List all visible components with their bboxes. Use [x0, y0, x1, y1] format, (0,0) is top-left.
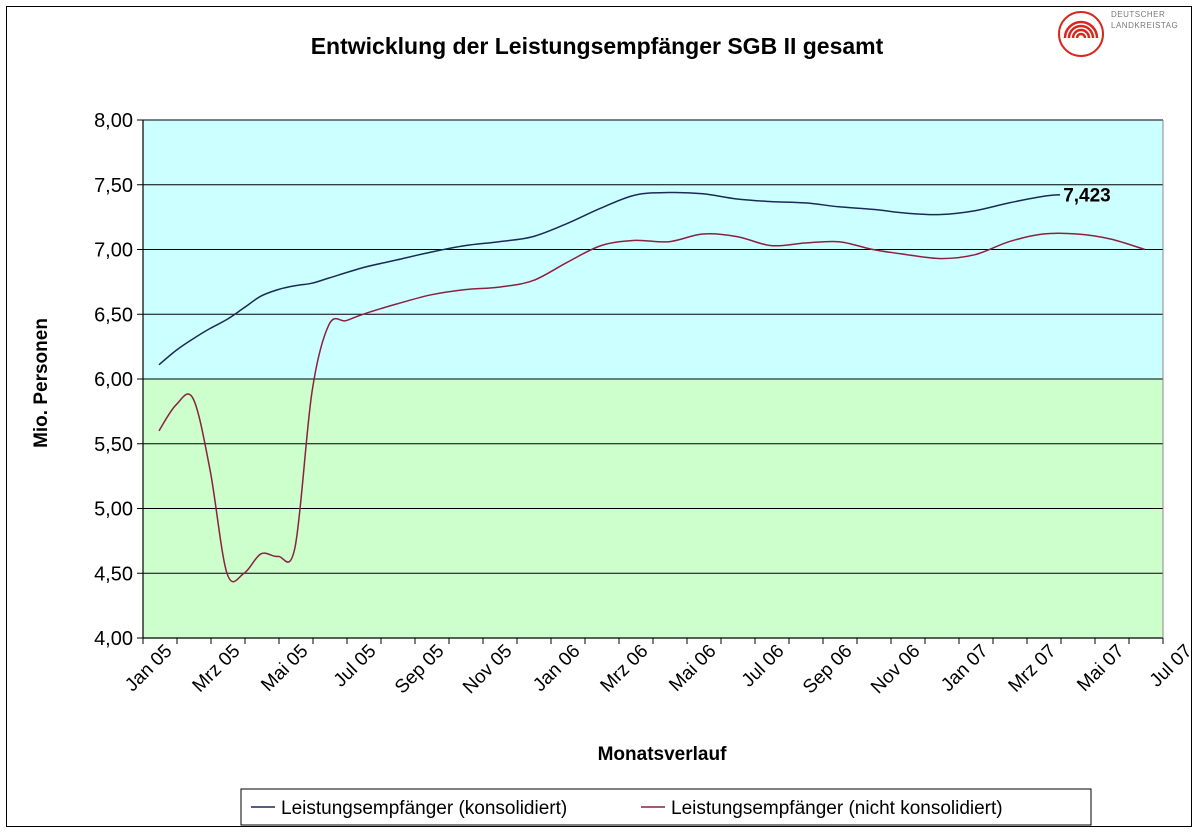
legend-label-konsolidiert: Leistungsempfänger (konsolidiert)	[281, 798, 567, 819]
x-tick-label-9: Jul 06	[738, 641, 789, 692]
x-tick-label-15: Jul 07	[1146, 641, 1193, 692]
y-tick-label-2: 5,00	[94, 499, 133, 521]
y-tick-label-4: 6,00	[94, 369, 133, 391]
y-axis-label: Mio. Personen	[31, 318, 52, 448]
logo-arc-3	[1075, 32, 1087, 39]
x-tick-labels: Jan 05 Mrz 05 Mai 05 Jul 05 Sep 05 Nov 05 Jan …	[121, 638, 1193, 698]
x-tick-label-12: Jan 07	[937, 641, 992, 696]
x-tick-label-1: Mrz 05	[189, 641, 245, 697]
legend-box	[240, 788, 1092, 826]
x-tick-label-6: Jan 06	[529, 641, 584, 696]
x-tick-label-2: Mai 05	[257, 641, 312, 696]
latest-value-annotation: 7,423	[1063, 186, 1111, 207]
logo-arc-0	[1063, 20, 1099, 39]
x-tick-label-13: Mrz 07	[1005, 641, 1061, 697]
x-tick-label-5: Nov 05	[459, 641, 516, 698]
x-tick-label-14: Mai 07	[1073, 641, 1128, 696]
y-tick-label-1: 4,50	[94, 563, 133, 585]
data-series	[158, 191, 1146, 583]
logo-arc-2	[1071, 28, 1091, 39]
logo-line-2: LANDKREISTAG	[1111, 21, 1178, 30]
y-tick-label-0: 4,00	[94, 628, 133, 650]
y-tick-label-5: 6,50	[94, 304, 133, 326]
chart-title: Entwicklung der Leistungsempfänger SGB I…	[311, 33, 884, 59]
y-tick-label-8: 8,00	[94, 110, 133, 132]
legend: Leistungsempfänger (konsolidiert) Leistu…	[240, 788, 1092, 826]
chart-frame: DEUTSCHER LANDKREISTAG Entwicklung der L…	[6, 6, 1193, 827]
chart-canvas: DEUTSCHER LANDKREISTAG Entwicklung der L…	[31, 10, 1193, 826]
logo-ring	[1058, 11, 1104, 57]
series-line-nicht-konsolidiert	[158, 232, 1146, 583]
y-tick-labels: 4,00 4,50 5,00 5,50 6,00 6,50 7,00 7,50 8,00	[94, 110, 133, 650]
x-tick-label-8: Mai 06	[665, 641, 720, 696]
x-tick-label-10: Sep 06	[799, 641, 856, 698]
logo-arc-icon	[1058, 11, 1104, 57]
legend-label-nicht-konsolidiert: Leistungsempfänger (nicht konsolidiert)	[671, 798, 1003, 819]
landkreistag-logo: DEUTSCHER LANDKREISTAG	[1058, 10, 1178, 57]
y-tick-label-6: 7,00	[94, 240, 133, 262]
x-tick-label-11: Nov 06	[867, 641, 924, 698]
y-tick-label-7: 7,50	[94, 175, 133, 197]
logo-arc-1	[1067, 24, 1095, 39]
x-tick-label-4: Sep 05	[391, 641, 448, 698]
series-line-konsolidiert	[158, 191, 1061, 366]
y-tick-label-3: 5,50	[94, 434, 133, 456]
logo-line-1: DEUTSCHER	[1111, 10, 1165, 19]
x-axis-label: Monatsverlauf	[598, 744, 727, 765]
x-tick-label-3: Jul 05	[330, 641, 381, 692]
x-tick-label-7: Mrz 06	[597, 641, 653, 697]
